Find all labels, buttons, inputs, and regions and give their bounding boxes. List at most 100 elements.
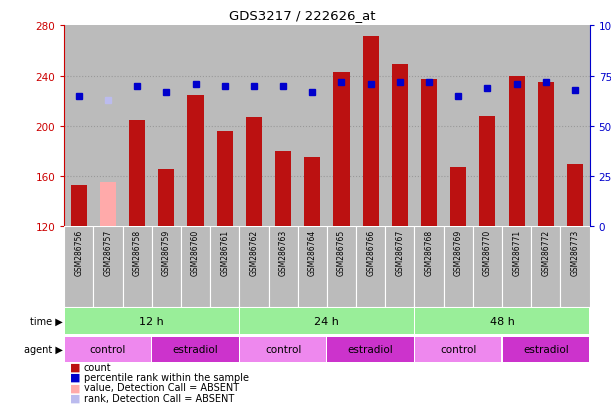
Text: value, Detection Call = ABSENT: value, Detection Call = ABSENT — [84, 382, 239, 392]
Text: GSM286770: GSM286770 — [483, 229, 492, 275]
Bar — [65, 337, 151, 362]
Text: GSM286767: GSM286767 — [395, 229, 404, 275]
Text: count: count — [84, 362, 111, 372]
Text: control: control — [440, 344, 477, 354]
Bar — [268, 227, 298, 307]
Bar — [129, 120, 145, 227]
Text: estradiol: estradiol — [523, 344, 569, 354]
Bar — [71, 185, 87, 227]
Text: control: control — [265, 344, 301, 354]
Text: GSM286762: GSM286762 — [249, 229, 258, 275]
Text: GSM286764: GSM286764 — [308, 229, 316, 275]
Bar — [502, 227, 531, 307]
Bar — [93, 26, 123, 227]
Bar — [240, 337, 326, 362]
Bar — [363, 36, 379, 227]
Bar — [502, 26, 531, 227]
Text: ■: ■ — [70, 382, 81, 392]
Bar — [531, 26, 560, 227]
Bar — [304, 158, 320, 227]
Text: control: control — [90, 344, 126, 354]
Bar — [450, 168, 466, 227]
Text: GSM286768: GSM286768 — [425, 229, 434, 275]
Text: GSM286758: GSM286758 — [133, 229, 142, 275]
Text: time ▶: time ▶ — [30, 316, 63, 326]
Bar — [473, 227, 502, 307]
Bar — [356, 227, 386, 307]
Bar — [415, 309, 589, 334]
Text: 12 h: 12 h — [139, 316, 164, 326]
Text: estradiol: estradiol — [173, 344, 218, 354]
Bar — [240, 26, 268, 227]
Bar — [356, 26, 386, 227]
Bar — [560, 227, 590, 307]
Text: rank, Detection Call = ABSENT: rank, Detection Call = ABSENT — [84, 393, 234, 403]
Bar — [152, 26, 181, 227]
Bar — [421, 80, 437, 227]
Bar — [473, 26, 502, 227]
Text: GSM286765: GSM286765 — [337, 229, 346, 275]
Text: GSM286769: GSM286769 — [454, 229, 463, 275]
Text: GSM286759: GSM286759 — [162, 229, 171, 275]
Bar — [480, 116, 496, 227]
Bar — [268, 26, 298, 227]
Text: percentile rank within the sample: percentile rank within the sample — [84, 372, 249, 382]
Bar — [65, 309, 239, 334]
Bar — [531, 227, 560, 307]
Bar — [386, 26, 414, 227]
Bar — [217, 132, 233, 227]
Bar — [538, 83, 554, 227]
Bar — [123, 227, 152, 307]
Bar — [210, 227, 240, 307]
Bar — [414, 26, 444, 227]
Bar — [64, 227, 93, 307]
Text: GSM286761: GSM286761 — [220, 229, 229, 275]
Bar — [275, 152, 291, 227]
Text: GSM286772: GSM286772 — [541, 229, 551, 275]
Bar — [327, 337, 414, 362]
Bar — [392, 65, 408, 227]
Bar — [152, 227, 181, 307]
Text: GSM286773: GSM286773 — [571, 229, 579, 275]
Text: ■: ■ — [70, 372, 81, 382]
Bar — [567, 164, 583, 227]
Bar — [414, 227, 444, 307]
Bar — [415, 337, 502, 362]
Bar — [327, 227, 356, 307]
Bar — [210, 26, 240, 227]
Bar — [560, 26, 590, 227]
Bar — [334, 73, 349, 227]
Text: estradiol: estradiol — [348, 344, 393, 354]
Bar — [152, 337, 239, 362]
Bar — [444, 227, 473, 307]
Bar — [386, 227, 414, 307]
Bar — [181, 227, 210, 307]
Bar — [503, 337, 589, 362]
Text: GSM286771: GSM286771 — [512, 229, 521, 275]
Bar — [298, 227, 327, 307]
Bar — [508, 76, 525, 227]
Bar — [327, 26, 356, 227]
Bar — [123, 26, 152, 227]
Text: agent ▶: agent ▶ — [24, 344, 63, 354]
Text: 24 h: 24 h — [315, 316, 339, 326]
Text: GSM286760: GSM286760 — [191, 229, 200, 275]
Text: GSM286763: GSM286763 — [279, 229, 288, 275]
Bar — [240, 309, 414, 334]
Bar — [444, 26, 473, 227]
Text: 48 h: 48 h — [489, 316, 514, 326]
Bar — [158, 169, 174, 227]
Bar — [246, 118, 262, 227]
Bar — [100, 183, 116, 227]
Bar — [93, 227, 123, 307]
Bar — [181, 26, 210, 227]
Text: GSM286766: GSM286766 — [366, 229, 375, 275]
Bar — [298, 26, 327, 227]
Text: GSM286757: GSM286757 — [103, 229, 112, 275]
Bar — [188, 95, 203, 227]
Text: ■: ■ — [70, 393, 81, 403]
Bar — [64, 26, 93, 227]
Text: ■: ■ — [70, 362, 81, 372]
Text: GSM286756: GSM286756 — [75, 229, 83, 275]
Text: GDS3217 / 222626_at: GDS3217 / 222626_at — [229, 9, 376, 22]
